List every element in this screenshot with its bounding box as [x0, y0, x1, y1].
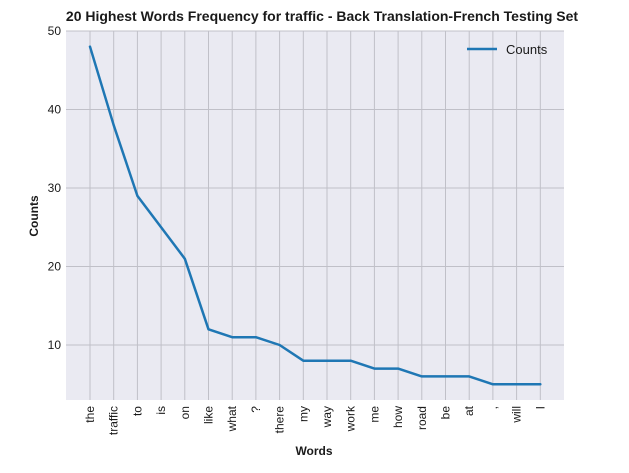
- data-point: [136, 195, 138, 197]
- x-tick-label: to: [130, 406, 144, 416]
- y-tick-label: 10: [48, 338, 62, 352]
- y-axis-label: Counts: [27, 195, 41, 237]
- data-point: [231, 336, 233, 338]
- y-tick-label: 40: [48, 103, 62, 117]
- data-point: [444, 375, 447, 378]
- data-point: [492, 383, 494, 385]
- x-tick-label: ,: [486, 406, 500, 409]
- data-point: [113, 124, 115, 126]
- data-point: [539, 383, 541, 385]
- x-tick-label: way: [320, 406, 334, 428]
- x-tick-label: like: [202, 406, 216, 424]
- data-point: [160, 226, 162, 228]
- x-tick-label: on: [178, 406, 192, 419]
- y-tick-label: 30: [48, 181, 62, 195]
- data-point: [350, 360, 352, 362]
- data-point: [255, 336, 257, 338]
- series-line-counts: [88, 45, 542, 386]
- data-point: [89, 46, 91, 48]
- plot-area: [66, 31, 564, 400]
- x-tick-label: the: [83, 406, 97, 423]
- data-point: [326, 360, 328, 362]
- x-tick-label: how: [391, 406, 405, 428]
- x-axis-label: Words: [295, 444, 332, 458]
- x-tick-label: traffic: [107, 406, 121, 435]
- x-tick-label: work: [344, 405, 358, 432]
- data-point: [421, 375, 423, 378]
- x-tick-label: what: [225, 405, 239, 432]
- x-tick-label: there: [273, 406, 287, 434]
- x-tick-label: ?: [249, 406, 263, 413]
- x-tick-label: is: [154, 406, 168, 415]
- x-tick-label: road: [415, 406, 429, 430]
- x-tick-label: at: [462, 405, 476, 416]
- data-point: [373, 367, 375, 370]
- chart-title: 20 Highest Words Frequency for traffic -…: [66, 8, 578, 24]
- x-tick-label: my: [296, 406, 310, 422]
- legend-label-counts: Counts: [506, 42, 548, 57]
- y-tick-label: 50: [48, 24, 62, 38]
- y-tick-label: 20: [48, 260, 62, 274]
- data-point: [468, 375, 470, 378]
- data-point: [207, 328, 210, 330]
- data-point: [397, 367, 399, 370]
- x-tick-label: me: [367, 406, 381, 423]
- x-tick-label: will: [510, 406, 524, 424]
- x-axis-ticks: the traffic to is on like what? there my way work m…: [83, 405, 547, 435]
- data-point: [516, 383, 518, 385]
- data-point: [279, 344, 281, 346]
- data-point: [302, 360, 304, 362]
- y-axis-ticks: 10 20 30 40 50: [48, 24, 62, 352]
- legend: Counts: [467, 42, 548, 57]
- series-layer: [88, 45, 542, 386]
- x-tick-label: I: [533, 406, 547, 409]
- x-tick-label: be: [439, 406, 453, 420]
- grid-lines: [66, 30, 564, 400]
- data-point: [184, 258, 186, 260]
